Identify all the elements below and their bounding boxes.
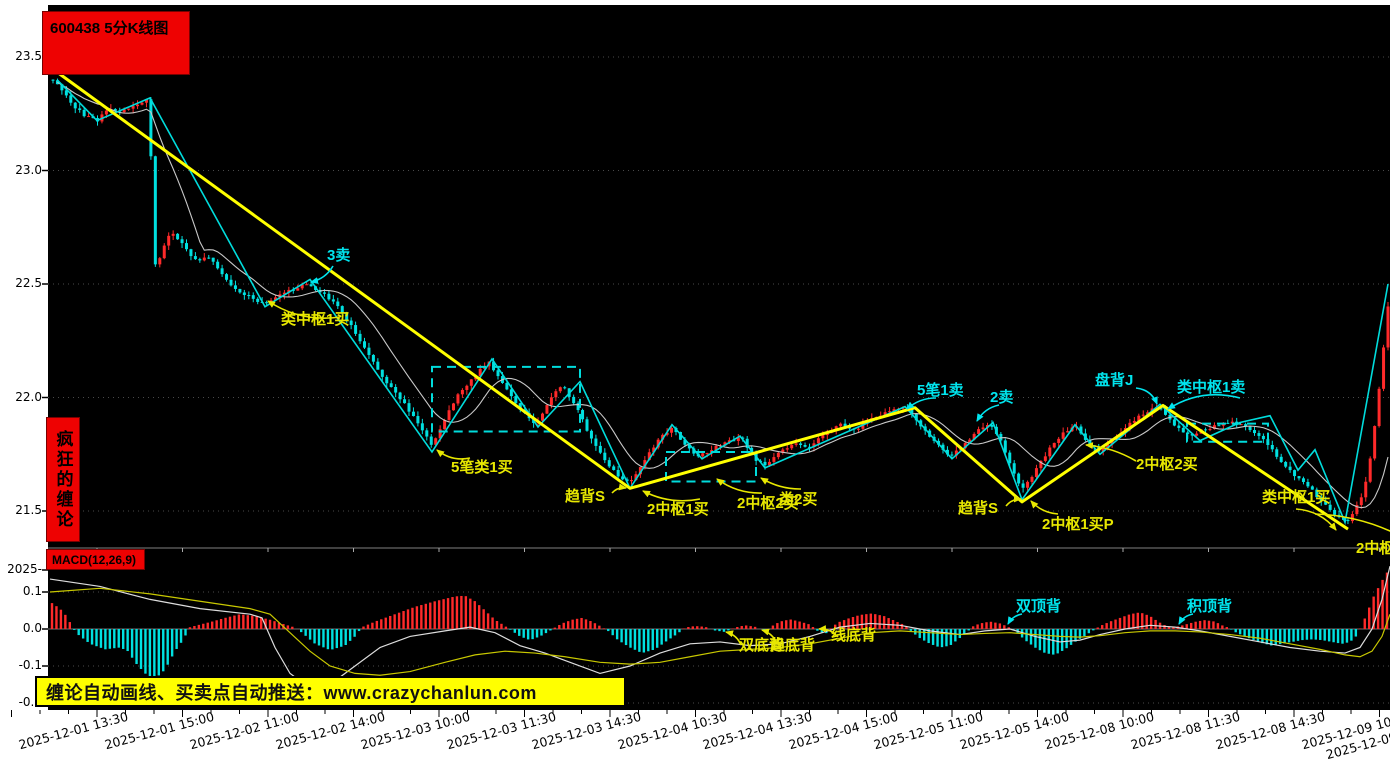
annotation-arrow bbox=[1167, 393, 1241, 410]
chan-annotation: 2中枢 bbox=[1356, 539, 1390, 557]
y-axis-label: 23.5 bbox=[15, 49, 42, 63]
pivot-box bbox=[1186, 422, 1269, 443]
chan-annotation: 2中枢2买 bbox=[1136, 455, 1198, 473]
promo-banner-text: 缠论自动画线、买卖点自动推送：www.crazychanlun.com bbox=[46, 682, 537, 703]
annotation-arrow bbox=[1178, 613, 1194, 625]
watermark-text: 疯狂的缠论 bbox=[53, 429, 73, 530]
annotation-arrow bbox=[1030, 500, 1059, 515]
zigzag-line bbox=[56, 79, 1389, 526]
segment-line bbox=[54, 69, 1349, 531]
annotation-arrow bbox=[436, 449, 471, 460]
macd-corner-label: 2025- bbox=[7, 562, 42, 576]
chan-annotation: 5笔类1买 bbox=[451, 458, 513, 476]
y-axis-label: 22.0 bbox=[15, 389, 42, 404]
macd-indicator-label-box: MACD(12,26,9) bbox=[46, 549, 145, 570]
y-axis-label: 21.5 bbox=[15, 503, 42, 517]
annotation-arrow bbox=[716, 478, 763, 494]
annotation-arrow bbox=[611, 483, 627, 494]
chan-annotation: 类中枢1买 bbox=[1262, 488, 1330, 506]
macd-axis-label: 0.1 bbox=[22, 584, 42, 598]
chan-annotation: 2卖 bbox=[990, 389, 1013, 406]
promo-banner[interactable]: 缠论自动画线、买卖点自动推送：www.crazychanlun.com bbox=[35, 676, 626, 707]
y-axis-label: 23.0 bbox=[15, 162, 42, 177]
symbol-title: 600438 5分K线图 bbox=[50, 20, 169, 37]
annotation-arrow bbox=[976, 404, 1000, 422]
annotation-arrow bbox=[906, 397, 937, 410]
symbol-title-box: 600438 5分K线图 bbox=[42, 11, 190, 75]
annotation-arrow bbox=[1135, 387, 1158, 405]
chan-annotation: 双底背 bbox=[739, 636, 784, 654]
annotation-arrow bbox=[642, 490, 701, 502]
annotation-arrow bbox=[725, 630, 742, 646]
annotation-arrow bbox=[1007, 613, 1023, 625]
annotation-arrow bbox=[818, 625, 839, 638]
annotation-arrow bbox=[760, 477, 802, 490]
watermark-box: 疯狂的缠论 bbox=[46, 417, 80, 542]
annotation-arrow bbox=[1314, 513, 1390, 532]
chan-annotation: 类中枢1卖 bbox=[1177, 378, 1245, 396]
pivot-box bbox=[665, 450, 757, 483]
chan-annotation: 2中枢1买P bbox=[1042, 515, 1114, 533]
macd-histogram bbox=[50, 572, 1389, 679]
chan-annotation: 3卖 bbox=[327, 247, 350, 264]
macd-axis-label: -0.1 bbox=[18, 658, 42, 672]
chan-annotation: 5笔1卖 bbox=[917, 381, 964, 399]
macd-axis-label: 0.0 bbox=[22, 621, 42, 635]
chan-annotation: 类中枢1买 bbox=[281, 310, 349, 328]
annotation-arrow bbox=[310, 265, 334, 284]
chan-annotation: 线底背 bbox=[831, 626, 876, 644]
chan-annotation: 类2买 bbox=[779, 490, 817, 508]
chan-annotation: 积顶背 bbox=[1187, 597, 1232, 615]
dea-line bbox=[49, 587, 1390, 676]
chan-annotation: 趋背S bbox=[565, 487, 605, 505]
annotation-arrow bbox=[1085, 442, 1137, 462]
annotation-arrow bbox=[1295, 508, 1337, 531]
annotation-arrow bbox=[1005, 495, 1022, 507]
annotation-arrow bbox=[761, 628, 778, 645]
chan-annotation: 2中枢2买 bbox=[737, 494, 799, 512]
chan-annotation: 趋背S bbox=[958, 499, 998, 517]
macd-indicator-label: MACD(12,26,9) bbox=[52, 552, 137, 567]
chan-annotation: 盘背J bbox=[1095, 371, 1133, 389]
pivot-box bbox=[431, 365, 581, 433]
annotation-arrow bbox=[267, 300, 341, 319]
chan-annotation: 趋底背 bbox=[770, 636, 815, 654]
chan-annotation: 双顶背 bbox=[1016, 597, 1061, 615]
chan-annotation: 2中枢1买 bbox=[647, 500, 709, 518]
y-axis-label: 22.5 bbox=[15, 276, 42, 290]
